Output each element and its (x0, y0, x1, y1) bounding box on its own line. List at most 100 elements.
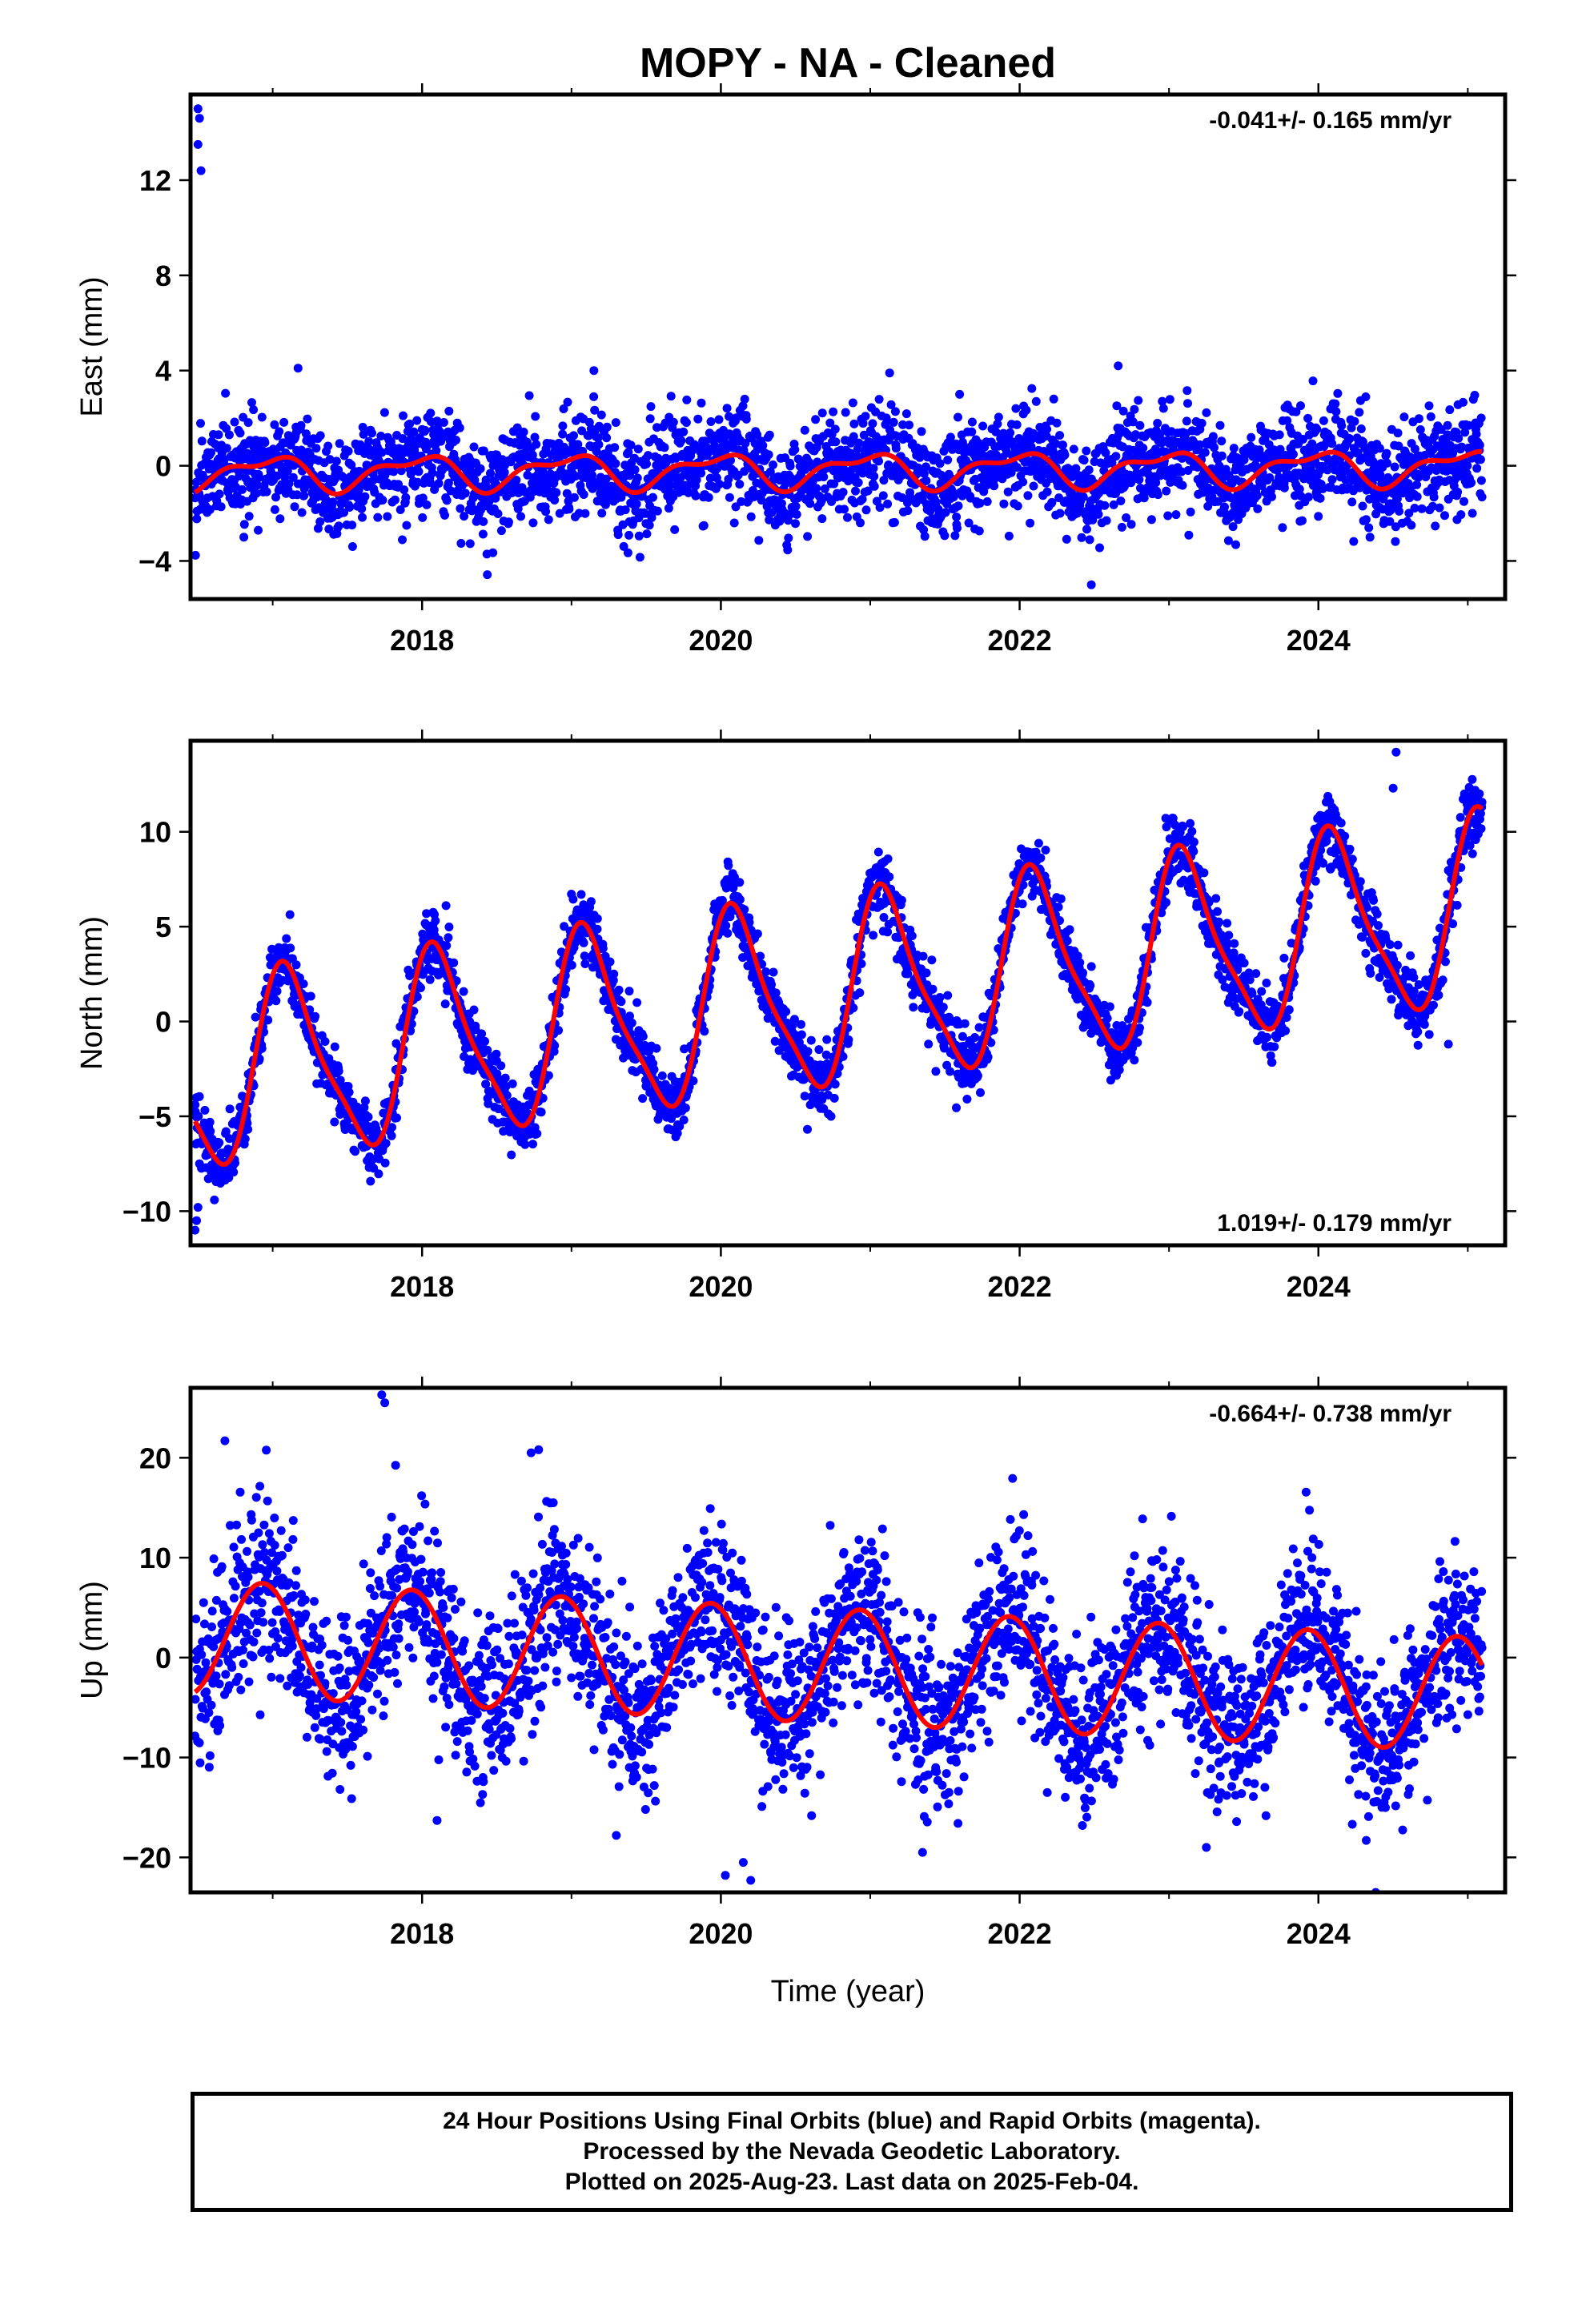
east-data-point (883, 499, 893, 509)
east-data-point (967, 427, 977, 436)
north-data-point (592, 914, 602, 923)
east-data-point (590, 405, 600, 415)
east-data-point (849, 419, 859, 428)
east-data-point (516, 512, 525, 521)
east-data-point (831, 437, 841, 447)
north-data-point (500, 1073, 510, 1083)
east-data-point (390, 495, 400, 505)
east-data-point (858, 468, 868, 478)
east-y-tick-label: 4 (155, 355, 171, 388)
north-data-point (579, 938, 588, 947)
east-data-point (1291, 407, 1301, 416)
east-data-point (504, 517, 513, 527)
north-data-point (387, 1131, 396, 1140)
north-data-point (855, 988, 865, 998)
east-data-point (1102, 516, 1111, 525)
east-data-point (838, 488, 848, 497)
east-data-point (1453, 487, 1463, 497)
east-data-point (1163, 511, 1173, 521)
east-data-point (1355, 408, 1364, 417)
north-data-point (724, 861, 733, 870)
east-data-point (1331, 407, 1341, 416)
east-data-point (571, 472, 580, 480)
east-data-point (1275, 430, 1284, 440)
east-data-point (785, 461, 795, 471)
east-data-point (469, 442, 479, 452)
east-data-point (1404, 509, 1414, 518)
north-data-point (477, 1029, 487, 1039)
east-data-point (1003, 487, 1013, 497)
east-data-point (964, 518, 974, 528)
east-data-point (843, 513, 852, 522)
east-data-point (1428, 501, 1437, 511)
east-data-point (644, 451, 652, 460)
east-data-point (396, 505, 405, 514)
east-data-point (954, 412, 962, 422)
east-data-point (1011, 404, 1021, 413)
east-data-point (994, 412, 1003, 422)
east-data-point (1476, 413, 1486, 423)
east-data-point (1146, 515, 1156, 525)
east-data-point (1312, 424, 1322, 434)
east-data-point (917, 427, 926, 436)
north-data-point (205, 1117, 215, 1127)
north-data-point (927, 955, 937, 965)
east-data-point (1231, 540, 1240, 549)
east-data-point (885, 368, 894, 378)
east-data-point (530, 432, 540, 442)
east-data-point (1472, 429, 1481, 439)
east-data-point (1042, 424, 1052, 434)
east-data-point (642, 529, 652, 539)
north-data-point (797, 1030, 806, 1039)
east-data-point (1337, 421, 1347, 431)
east-data-point (632, 473, 642, 483)
east-data-point (1217, 451, 1227, 460)
north-data-point (282, 934, 291, 943)
east-data-point (921, 462, 930, 472)
north-data-point (195, 1092, 204, 1101)
east-data-point (205, 505, 215, 514)
east-data-point (531, 412, 540, 421)
east-data-point (360, 492, 370, 501)
north-data-point (334, 1067, 343, 1076)
east-data-point (1476, 455, 1485, 464)
north-data-point (330, 1117, 339, 1127)
east-data-point (735, 480, 745, 489)
east-y-tick-label: −4 (139, 545, 171, 577)
north-points (191, 747, 1487, 1235)
east-data-point (1436, 424, 1446, 434)
east-data-point (869, 464, 878, 473)
east-data-point (444, 406, 454, 416)
north-data-point (191, 1100, 200, 1110)
east-data-point (611, 459, 620, 468)
east-data-point (903, 506, 913, 516)
east-data-point (975, 498, 985, 508)
east-data-point (841, 408, 850, 417)
east-data-point (1407, 521, 1416, 530)
east-data-point (1052, 418, 1062, 428)
east-data-point (1394, 441, 1403, 451)
east-data-point (1183, 399, 1192, 408)
east-x-tick-label: 2020 (689, 624, 753, 657)
east-data-point (478, 529, 488, 539)
east-data-point (422, 500, 432, 509)
east-data-point (222, 444, 231, 453)
east-data-point (1006, 428, 1015, 437)
east-data-point (1086, 580, 1096, 589)
east-data-point (1210, 443, 1219, 452)
east-data-point (1283, 416, 1292, 425)
north-data-point (771, 988, 781, 998)
east-data-point (364, 436, 374, 446)
east-data-point (642, 459, 651, 468)
east-data-point (1426, 412, 1435, 421)
east-data-point (315, 517, 325, 526)
east-data-point (311, 444, 321, 453)
east-data-point (1476, 476, 1486, 485)
east-data-point (235, 428, 245, 438)
north-data-point (924, 1039, 934, 1049)
east-y-axis-label: East (mm) (75, 276, 109, 416)
east-data-point (1128, 417, 1138, 427)
east-data-point (244, 512, 254, 521)
east-data-point (940, 531, 950, 541)
